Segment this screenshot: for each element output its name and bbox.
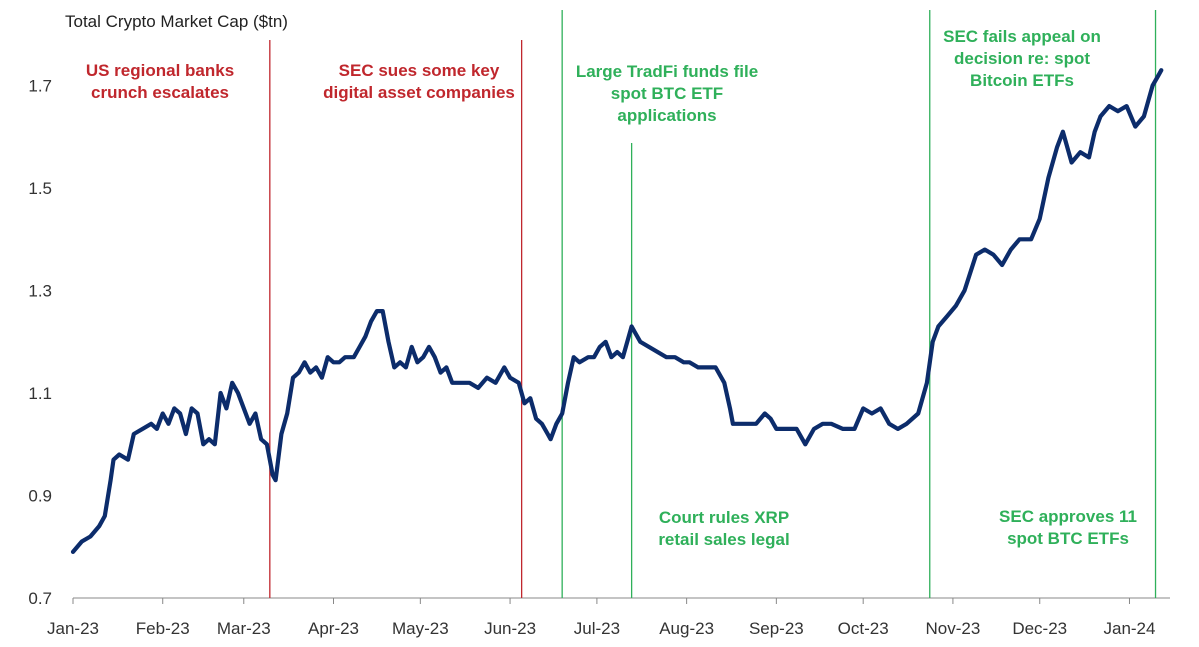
event-annotation: SEC sues some key <box>339 61 500 80</box>
x-tick-label: Jun-23 <box>484 619 536 638</box>
x-tick-label: Jul-23 <box>574 619 620 638</box>
y-tick-label: 1.1 <box>28 384 52 403</box>
y-tick-label: 0.7 <box>28 589 52 608</box>
event-annotation: SEC fails appeal on <box>943 27 1101 46</box>
y-tick-label: 0.9 <box>28 487 52 506</box>
series-layer <box>70 68 1164 554</box>
event-annotation: crunch escalates <box>91 83 229 102</box>
axes: 0.7 0.9 1.1 1.3 1.5 1.7 Jan-23 Feb-23 Mar-23 Apr-… <box>28 77 1170 638</box>
x-tick-label: Mar-23 <box>217 619 271 638</box>
event-markers: US regional banks crunch escalates SEC sue… <box>86 10 1157 598</box>
y-tick-label: 1.3 <box>28 282 52 301</box>
x-tick-label: Jan-23 <box>47 619 99 638</box>
event-annotation: retail sales legal <box>658 530 789 549</box>
x-tick-label: Feb-23 <box>136 619 190 638</box>
y-tick-label: 1.7 <box>28 77 52 96</box>
market-cap-line <box>70 68 1164 554</box>
event-annotation: Bitcoin ETFs <box>970 71 1074 90</box>
x-tick-label: May-23 <box>392 619 449 638</box>
event-annotation: Court rules XRP <box>659 508 789 527</box>
x-tick-label: Nov-23 <box>926 619 981 638</box>
x-tick-label: Aug-23 <box>659 619 714 638</box>
event-annotation: SEC approves 11 <box>999 507 1137 526</box>
event-annotation: spot BTC ETFs <box>1007 529 1129 548</box>
y-tick-label: 1.5 <box>28 179 52 198</box>
x-tick-label: Apr-23 <box>308 619 359 638</box>
event-annotation: Large TradFi funds file <box>576 62 758 81</box>
event-annotation: digital asset companies <box>323 83 515 102</box>
event-annotation: US regional banks <box>86 61 234 80</box>
x-tick-label: Dec-23 <box>1012 619 1067 638</box>
event-annotation: spot BTC ETF <box>611 84 723 103</box>
x-tick-label: Jan-24 <box>1103 619 1155 638</box>
x-tick-label: Sep-23 <box>749 619 804 638</box>
event-annotation: decision re: spot <box>954 49 1090 68</box>
chart-title: Total Crypto Market Cap ($tn) <box>65 12 288 31</box>
event-annotation: applications <box>617 106 716 125</box>
x-tick-label: Oct-23 <box>838 619 889 638</box>
